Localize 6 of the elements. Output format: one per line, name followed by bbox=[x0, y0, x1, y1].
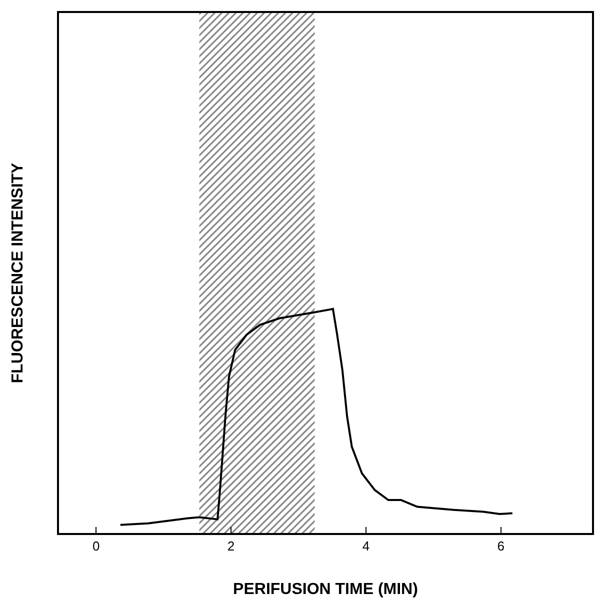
x-tick-label: 0 bbox=[92, 538, 100, 554]
x-tick-label: 6 bbox=[497, 538, 505, 554]
x-tick-label: 4 bbox=[362, 538, 370, 554]
x-tick-label: 2 bbox=[227, 538, 235, 554]
x-axis-title: PERIFUSION TIME (MIN) bbox=[233, 580, 418, 598]
y-axis-title: FLUORESCENCE INTENSITY bbox=[9, 162, 26, 384]
